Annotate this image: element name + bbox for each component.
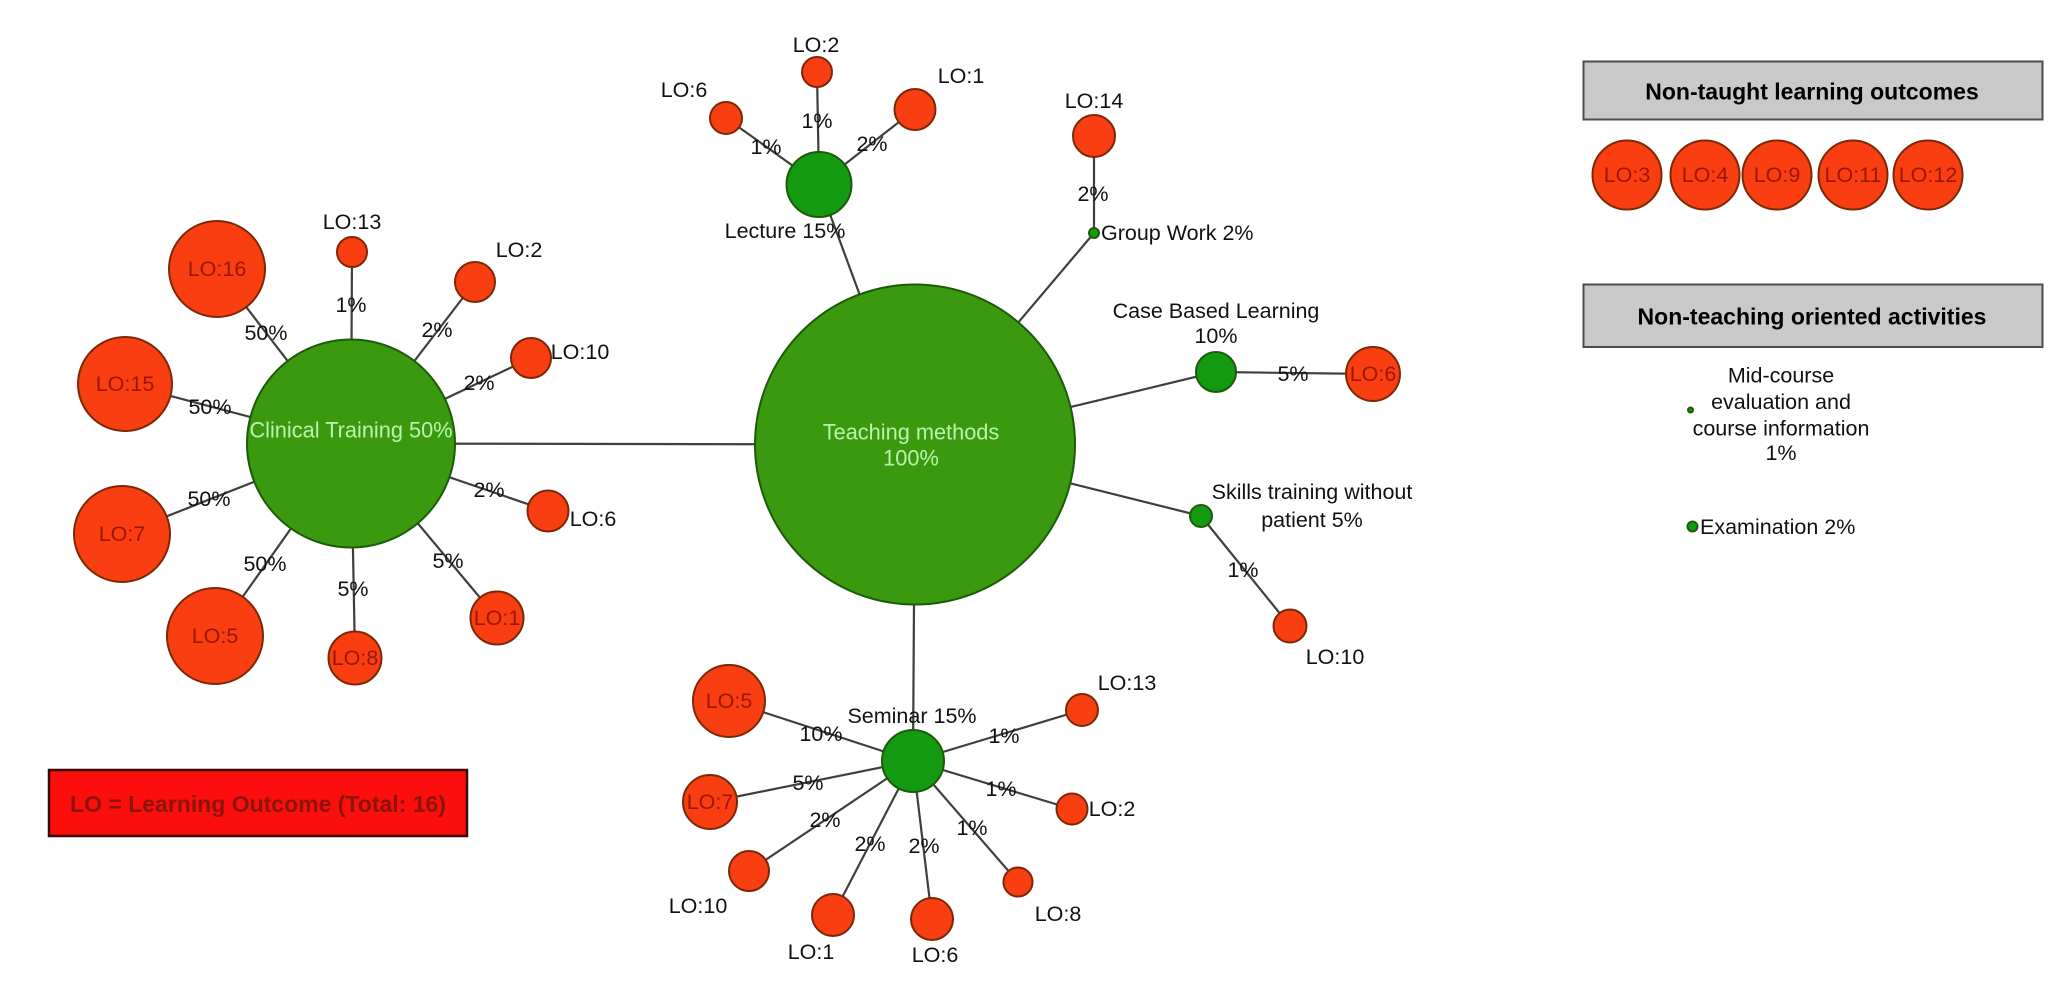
- svg-text:10%: 10%: [799, 722, 842, 746]
- svg-text:2%: 2%: [473, 478, 504, 502]
- svg-text:LO:16: LO:16: [188, 257, 247, 281]
- svg-text:50%: 50%: [188, 395, 231, 419]
- svg-text:LO:14: LO:14: [1065, 89, 1124, 113]
- svg-text:LO:6: LO:6: [1350, 362, 1397, 386]
- svg-text:1%: 1%: [956, 816, 987, 840]
- svg-text:5%: 5%: [792, 771, 823, 795]
- svg-text:50%: 50%: [244, 321, 287, 345]
- svg-text:1%: 1%: [335, 293, 366, 317]
- svg-text:LO:11: LO:11: [1825, 163, 1882, 187]
- svg-text:Teaching methods: Teaching methods: [823, 420, 1000, 445]
- svg-text:5%: 5%: [337, 577, 368, 601]
- svg-text:2%: 2%: [421, 318, 452, 342]
- svg-text:Non-teaching oriented activiti: Non-teaching oriented activities: [1638, 304, 1987, 330]
- svg-text:LO = Learning Outcome (Total:: LO = Learning Outcome (Total: 16): [70, 791, 446, 817]
- svg-text:LO:2: LO:2: [496, 238, 543, 262]
- svg-text:100%: 100%: [883, 446, 939, 471]
- svg-text:2%: 2%: [1077, 182, 1108, 206]
- svg-text:1%: 1%: [1765, 441, 1796, 465]
- svg-text:1%: 1%: [750, 135, 781, 159]
- svg-text:50%: 50%: [243, 552, 286, 576]
- svg-text:1%: 1%: [988, 724, 1019, 748]
- svg-text:LO:5: LO:5: [192, 624, 239, 648]
- svg-text:LO:8: LO:8: [332, 646, 379, 670]
- svg-text:50%: 50%: [187, 487, 230, 511]
- svg-text:LO:2: LO:2: [1089, 797, 1136, 821]
- svg-text:Group Work 2%: Group Work 2%: [1101, 221, 1254, 245]
- svg-text:Case Based Learning: Case Based Learning: [1113, 299, 1320, 323]
- svg-text:Clinical Training 50%: Clinical Training 50%: [249, 418, 452, 443]
- svg-text:Lecture 15%: Lecture 15%: [725, 219, 846, 243]
- svg-text:Mid-course: Mid-course: [1728, 364, 1834, 388]
- svg-text:Seminar 15%: Seminar 15%: [847, 704, 976, 728]
- svg-text:LO:8: LO:8: [1035, 902, 1082, 926]
- svg-text:LO:1: LO:1: [474, 606, 521, 630]
- svg-text:LO:4: LO:4: [1682, 163, 1729, 187]
- svg-text:2%: 2%: [463, 371, 494, 395]
- svg-text:LO:10: LO:10: [669, 894, 728, 918]
- svg-text:2%: 2%: [908, 834, 939, 858]
- svg-text:LO:5: LO:5: [706, 689, 753, 713]
- svg-text:LO:7: LO:7: [99, 522, 146, 546]
- svg-text:LO:1: LO:1: [788, 940, 835, 964]
- svg-text:LO:10: LO:10: [1306, 645, 1365, 669]
- svg-text:LO:6: LO:6: [661, 78, 708, 102]
- svg-text:LO:6: LO:6: [570, 507, 617, 531]
- svg-text:2%: 2%: [856, 132, 887, 156]
- svg-text:Examination 2%: Examination 2%: [1700, 515, 1855, 539]
- svg-text:1%: 1%: [801, 109, 832, 133]
- svg-text:LO:15: LO:15: [96, 372, 155, 396]
- svg-text:evaluation and: evaluation and: [1711, 390, 1851, 414]
- svg-text:5%: 5%: [432, 549, 463, 573]
- svg-text:2%: 2%: [854, 832, 885, 856]
- svg-text:LO:10: LO:10: [551, 340, 610, 364]
- svg-text:patient 5%: patient 5%: [1261, 508, 1363, 532]
- svg-text:Skills training without: Skills training without: [1212, 480, 1413, 504]
- svg-text:1%: 1%: [1227, 558, 1258, 582]
- svg-text:LO:2: LO:2: [793, 33, 840, 57]
- svg-text:LO:12: LO:12: [1899, 163, 1958, 187]
- svg-text:LO:3: LO:3: [1604, 163, 1651, 187]
- svg-text:LO:7: LO:7: [687, 790, 734, 814]
- svg-text:2%: 2%: [809, 808, 840, 832]
- svg-text:LO:13: LO:13: [1098, 671, 1157, 695]
- svg-text:10%: 10%: [1194, 324, 1237, 348]
- svg-text:5%: 5%: [1277, 362, 1308, 386]
- svg-text:LO:9: LO:9: [1754, 163, 1801, 187]
- svg-text:Non-taught learning outcomes: Non-taught learning outcomes: [1645, 79, 1979, 105]
- svg-text:LO:1: LO:1: [938, 64, 985, 88]
- svg-text:1%: 1%: [985, 777, 1016, 801]
- svg-text:LO:13: LO:13: [323, 210, 382, 234]
- svg-text:LO:6: LO:6: [912, 943, 959, 967]
- svg-text:course information: course information: [1693, 417, 1870, 441]
